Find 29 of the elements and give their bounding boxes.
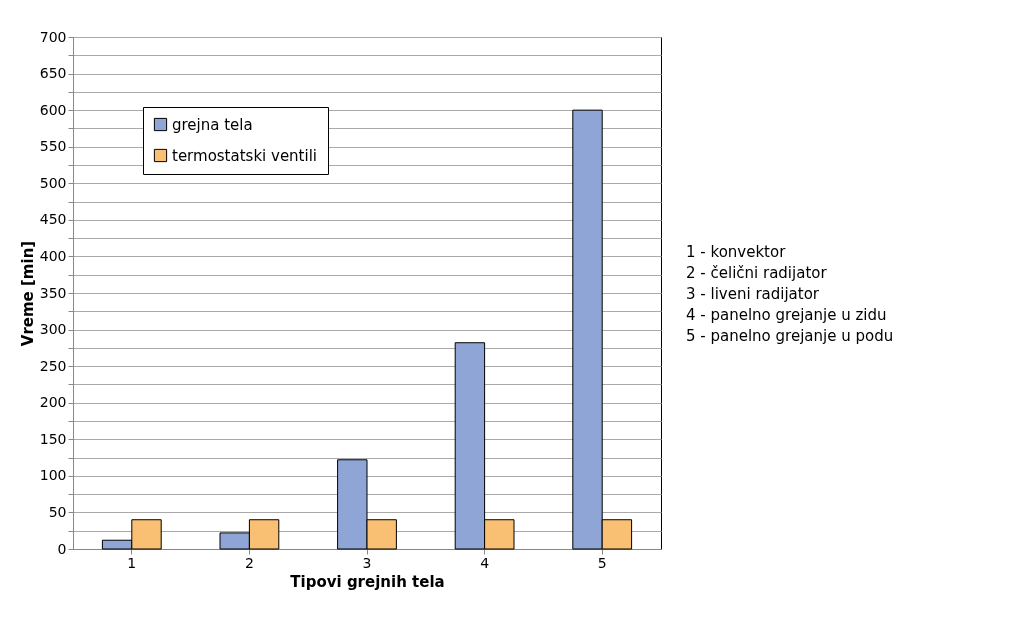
y-axis-title: Vreme [min] bbox=[18, 240, 37, 347]
y-tick-label: 200 bbox=[39, 394, 67, 411]
y-tick-label: 650 bbox=[39, 65, 67, 82]
y-tick-label: 300 bbox=[39, 321, 67, 338]
legend-label: termostatski ventili bbox=[172, 146, 318, 165]
x-tick-label: 5 bbox=[597, 554, 607, 571]
y-tick-label: 250 bbox=[39, 357, 67, 374]
y-tick-label: 450 bbox=[39, 211, 67, 228]
y-tick-label: 500 bbox=[39, 174, 67, 191]
y-tick-label: 50 bbox=[48, 503, 67, 520]
x-tick-label: 2 bbox=[244, 554, 254, 571]
y-tick-label: 700 bbox=[39, 28, 67, 45]
x-tick-label: 4 bbox=[480, 554, 490, 571]
y-tick-label: 150 bbox=[39, 430, 67, 447]
text: 3 - liveni radijator bbox=[686, 285, 820, 303]
y-tick-label: 550 bbox=[39, 138, 67, 155]
y-tick-label: 600 bbox=[39, 101, 67, 118]
text: 5 - panelno grejanje u podu bbox=[686, 326, 894, 345]
text: 2 - čelični radijator bbox=[686, 264, 828, 283]
y-tick-label: 350 bbox=[39, 284, 67, 301]
x-axis-title: Tipovi grejnih tela bbox=[290, 572, 445, 591]
legend-label: grejna tela bbox=[172, 115, 253, 134]
x-tick-label: 3 bbox=[362, 554, 372, 571]
y-tick-label: 0 bbox=[57, 540, 67, 557]
text: 4 - panelno grejanje u zidu bbox=[686, 305, 887, 324]
y-tick-label: 100 bbox=[39, 467, 67, 484]
y-tick-label: 400 bbox=[39, 247, 67, 264]
text: 1 - konvektor bbox=[686, 243, 787, 262]
x-tick-label: 1 bbox=[127, 554, 137, 571]
